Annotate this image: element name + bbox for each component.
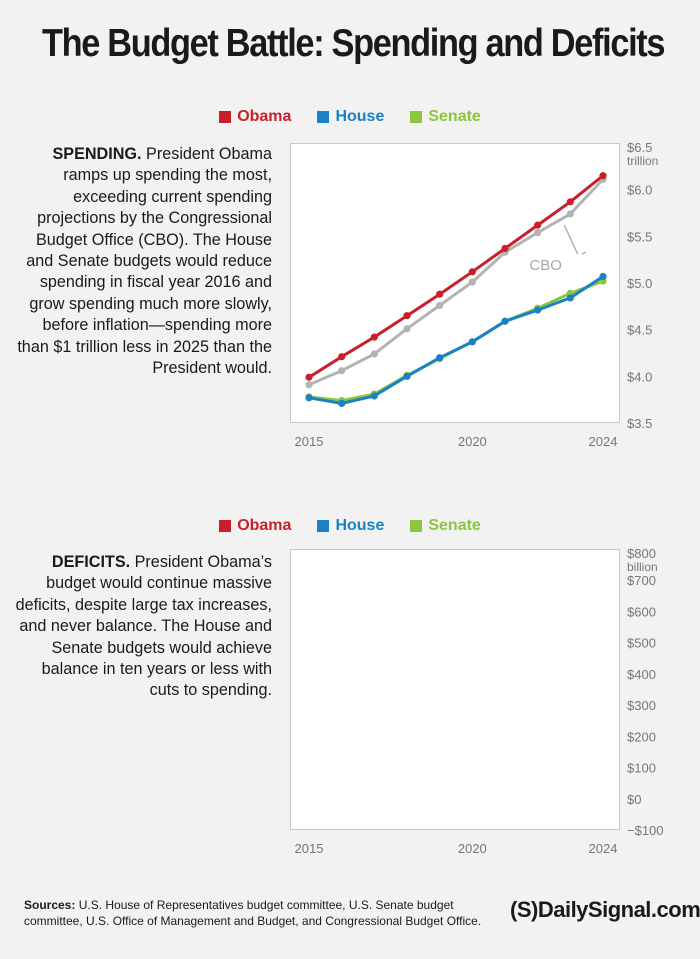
x-tick-label: 2024: [589, 841, 618, 856]
deficits-plot-area: [290, 549, 620, 830]
data-point-obama: [534, 221, 542, 229]
legend-item-house: House: [317, 108, 384, 126]
deficits-body: President Obama’s budget would continue …: [15, 553, 272, 700]
x-tick-label: 2020: [458, 841, 487, 856]
data-point-obama: [403, 312, 411, 320]
series-line-senate: [308, 279, 604, 403]
x-tick-label: 2015: [295, 841, 324, 856]
y-unit-label: billion: [627, 560, 658, 574]
y-tick-label: $600: [627, 604, 656, 619]
spending-heading: SPENDING.: [52, 145, 142, 163]
legend-label-senate: Senate: [428, 108, 481, 125]
data-point-house: [338, 399, 346, 407]
data-point-cbo: [534, 229, 542, 237]
data-point-cbo: [403, 325, 411, 333]
legend-item-obama: Obama: [219, 517, 291, 535]
sources-label: Sources:: [24, 898, 76, 912]
y-tick-label: −$100: [627, 823, 664, 838]
spending-body: President Obama ramps up spending the mo…: [17, 145, 272, 378]
series-line-house: [308, 275, 604, 405]
data-point-cbo: [436, 301, 444, 309]
data-point-cbo: [338, 367, 346, 375]
legend-label-house: House: [335, 517, 385, 534]
data-point-obama: [566, 198, 574, 206]
data-point-cbo: [370, 350, 378, 358]
data-point-house: [468, 338, 476, 346]
data-point-house: [305, 394, 313, 402]
logo-text: DailySignal.com: [537, 897, 700, 922]
y-tick-label: $0: [627, 792, 641, 807]
x-tick-label: 2024: [589, 434, 618, 449]
data-point-house: [436, 354, 444, 362]
y-tick-label: $4.0: [627, 369, 652, 384]
legend-label-obama: Obama: [237, 108, 292, 125]
data-point-obama: [468, 268, 476, 276]
y-tick-label: $800: [627, 546, 656, 561]
spending-legend: Obama House Senate: [0, 108, 700, 126]
data-point-house: [566, 294, 574, 302]
y-tick-label: $500: [627, 636, 656, 651]
x-tick-label: 2015: [295, 434, 324, 449]
data-point-house: [501, 317, 509, 325]
y-tick-label: $400: [627, 667, 656, 682]
deficits-description: DEFICITS. President Obama’s budget would…: [14, 552, 272, 702]
legend-item-senate: Senate: [410, 108, 481, 126]
data-point-cbo: [566, 210, 574, 218]
sources-text: U.S. House of Representatives budget com…: [24, 898, 482, 928]
legend-label-senate: Senate: [428, 517, 481, 534]
logo-mark: (S): [510, 897, 538, 922]
page-title: The Budget Battle: Spending and Deficits: [42, 22, 666, 65]
data-point-house: [599, 272, 607, 281]
series-line-cbo: [308, 178, 605, 387]
data-point-house: [370, 392, 378, 400]
data-point-obama: [501, 244, 509, 253]
cbo-annotation-tick: [581, 251, 587, 255]
data-point-obama: [305, 373, 313, 381]
data-point-house: [403, 372, 411, 380]
deficits-heading: DEFICITS.: [51, 553, 131, 571]
legend-swatch-obama: [219, 520, 232, 532]
legend-item-house: House: [317, 517, 384, 535]
data-point-house: [534, 306, 542, 314]
data-point-obama: [436, 290, 444, 298]
data-point-cbo: [468, 278, 476, 286]
y-tick-label: $6.0: [627, 183, 652, 198]
y-tick-label: $4.5: [627, 323, 652, 338]
y-tick-label: $3.5: [627, 416, 652, 431]
legend-swatch-senate: [410, 520, 423, 532]
series-line-obama: [308, 174, 604, 379]
data-point-obama: [599, 172, 607, 180]
legend-swatch-house: [317, 111, 330, 123]
cbo-annotation-leader: [563, 224, 579, 255]
y-tick-label: $100: [627, 761, 656, 776]
y-tick-label: $300: [627, 698, 656, 713]
y-tick-label: $6.5: [627, 140, 652, 155]
spending-description: SPENDING. President Obama ramps up spend…: [14, 144, 272, 379]
data-point-obama: [370, 333, 378, 341]
legend-swatch-obama: [219, 111, 232, 123]
daily-signal-logo: (S)DailySignal.com: [510, 897, 700, 923]
y-tick-label: $700: [627, 573, 656, 588]
data-point-cbo: [305, 381, 313, 389]
legend-item-obama: Obama: [219, 108, 291, 126]
deficits-legend: Obama House Senate: [0, 517, 700, 535]
y-unit-label: trillion: [627, 154, 658, 168]
x-tick-label: 2020: [458, 434, 487, 449]
legend-swatch-house: [317, 520, 330, 532]
legend-item-senate: Senate: [410, 517, 481, 535]
legend-label-obama: Obama: [237, 517, 292, 534]
y-tick-label: $5.5: [627, 229, 652, 244]
legend-label-house: House: [335, 108, 385, 125]
sources-note: Sources: U.S. House of Representatives b…: [24, 897, 504, 929]
cbo-annotation-label: CBO: [529, 257, 562, 274]
y-tick-label: $200: [627, 729, 656, 744]
data-point-obama: [338, 353, 346, 361]
y-tick-label: $5.0: [627, 276, 652, 291]
legend-swatch-senate: [410, 111, 423, 123]
